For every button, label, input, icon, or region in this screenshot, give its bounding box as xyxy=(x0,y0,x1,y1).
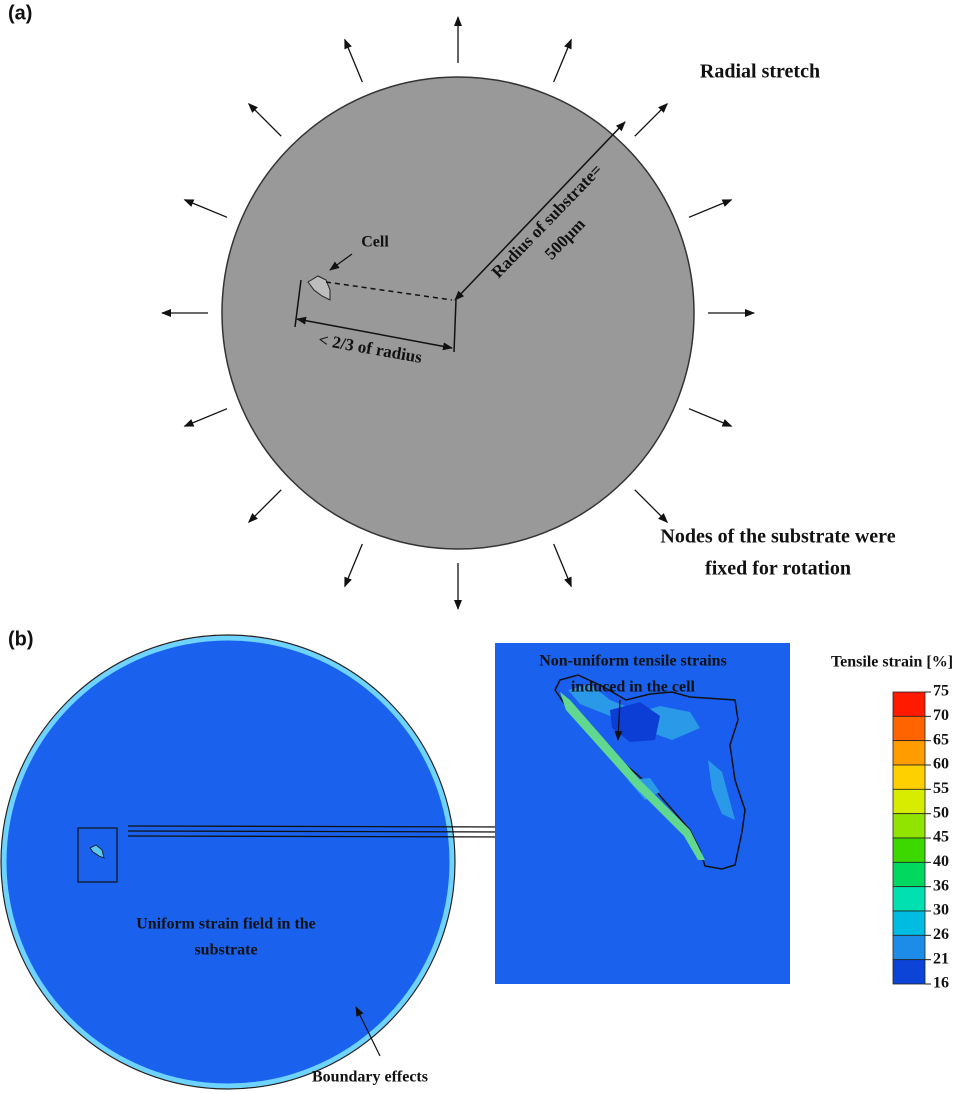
colorbar-segment xyxy=(893,716,925,740)
colorbar-segment xyxy=(893,911,925,935)
annotation: Radial stretch xyxy=(700,61,820,83)
colorbar-segment xyxy=(893,887,925,911)
colorbar-label: 70 xyxy=(933,707,949,724)
colorbar-segment xyxy=(893,765,925,789)
colorbar-segment xyxy=(893,741,925,765)
stretch-arrow xyxy=(554,40,572,82)
colorbar: 75 70 65 60 55 50 45 40 36 30 26 21 16 xyxy=(893,683,949,992)
cell-label: Cell xyxy=(361,234,389,251)
colorbar-label: 45 xyxy=(933,829,949,846)
colorbar-segment xyxy=(893,838,925,862)
colorbar-label: 16 xyxy=(933,975,949,992)
colorbar-segment xyxy=(893,789,925,813)
stretch-arrow xyxy=(554,544,572,586)
stretch-arrow xyxy=(635,104,668,137)
colorbar-label: 36 xyxy=(933,877,949,894)
colorbar-label: 75 xyxy=(933,683,949,700)
colorbar-segment xyxy=(893,814,925,838)
annotation: Nodes of the substrate were xyxy=(660,526,895,548)
colorbar-label: 26 xyxy=(933,926,949,943)
annotation: Boundary effects xyxy=(312,1069,428,1086)
stretch-arrow xyxy=(689,409,731,427)
annotation: Non-uniform tensile strains xyxy=(539,653,727,670)
substrate xyxy=(222,77,694,549)
panel-label: (a) xyxy=(8,2,32,24)
panel-label: (b) xyxy=(8,628,34,650)
colorbar-title: Tensile strain [%] xyxy=(831,654,953,671)
colorbar-label: 40 xyxy=(933,853,949,870)
annotation: substrate xyxy=(194,942,257,959)
colorbar-segment xyxy=(893,692,925,716)
colorbar-label: 55 xyxy=(933,780,949,797)
figure: (a) Cell < 2/3 of radius Radius of subst… xyxy=(0,0,972,1093)
colorbar-segment xyxy=(893,960,925,984)
colorbar-label: 21 xyxy=(933,950,949,967)
stretch-arrow xyxy=(345,40,363,82)
stretch-arrow xyxy=(185,409,227,427)
stretch-arrow xyxy=(345,544,363,586)
stretch-arrow xyxy=(249,490,282,523)
colorbar-label: 60 xyxy=(933,756,949,773)
colorbar-segment xyxy=(893,935,925,959)
annotation: induced in the cell xyxy=(571,679,696,696)
colorbar-segment xyxy=(893,862,925,886)
annotation: Uniform strain field in the xyxy=(136,916,316,933)
stretch-arrow xyxy=(249,104,282,137)
substrate-strain xyxy=(4,638,452,1086)
colorbar-label: 50 xyxy=(933,804,949,821)
colorbar-label: 30 xyxy=(933,902,949,919)
stretch-arrow xyxy=(689,200,731,218)
stretch-arrow xyxy=(185,200,227,218)
annotation: fixed for rotation xyxy=(705,558,851,580)
colorbar-label: 65 xyxy=(933,731,949,748)
stretch-arrow xyxy=(635,490,668,523)
